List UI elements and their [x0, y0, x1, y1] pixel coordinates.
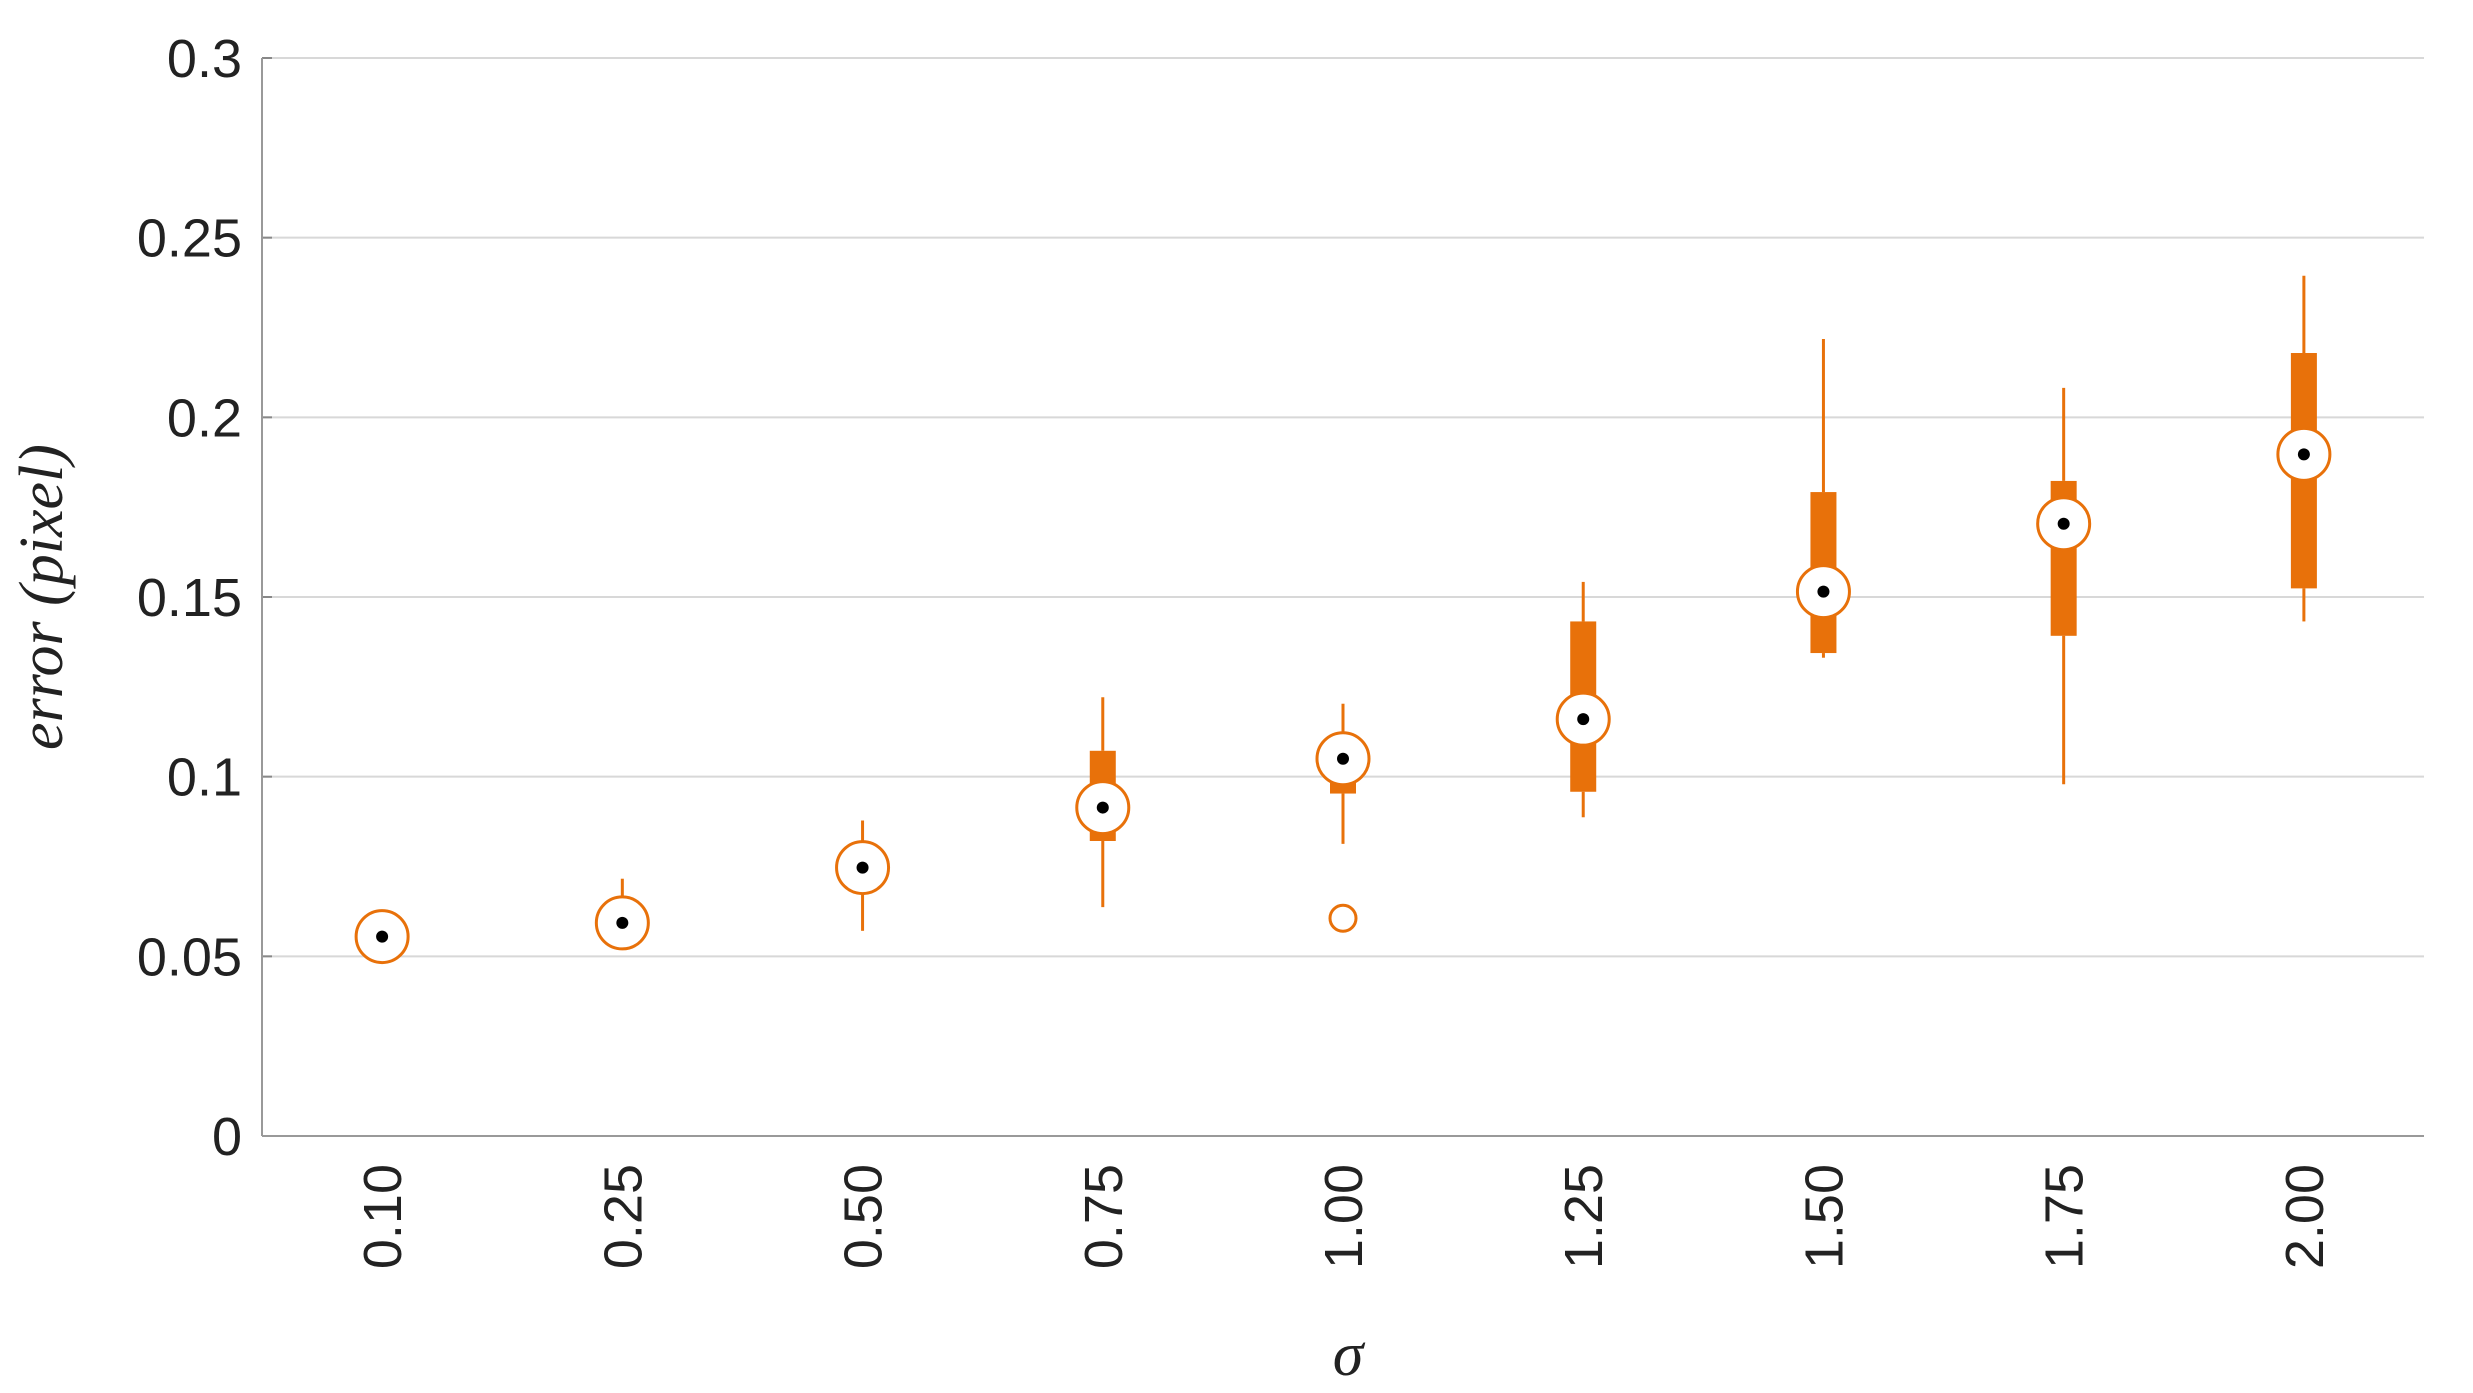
x-tick-label: 0.10: [353, 1164, 413, 1269]
y-tick-label: 0: [212, 1107, 242, 1167]
y-tick-label: 0.05: [137, 927, 242, 987]
median-dot: [1096, 801, 1109, 814]
median-dot: [1817, 585, 1830, 598]
y-tick-label: 0.3: [167, 29, 242, 89]
x-tick-label: 0.75: [1074, 1164, 1134, 1269]
x-tick-label: 1.50: [1794, 1164, 1854, 1269]
median-dot: [856, 861, 869, 874]
x-axis-label: σ: [1333, 1321, 1366, 1389]
x-tick-label: 0.25: [593, 1164, 653, 1269]
y-tick-label: 0.15: [137, 568, 242, 628]
median-dot: [2297, 448, 2310, 461]
x-tick-label: 1.75: [2035, 1164, 2095, 1269]
median-dot: [1337, 752, 1349, 765]
y-tick-label: 0.25: [137, 209, 242, 269]
median-dot: [376, 930, 389, 943]
y-axis-label: error (pixel): [8, 444, 76, 750]
median-dot: [2057, 517, 2070, 530]
y-tick-label: 0.1: [167, 748, 242, 808]
outlier: [1328, 903, 1358, 933]
x-tick-label: 0.50: [834, 1164, 894, 1269]
median-dot: [616, 916, 629, 929]
y-tick-label: 0.2: [167, 388, 242, 448]
x-tick-label: 2.00: [2275, 1164, 2335, 1269]
median-dot: [1577, 713, 1590, 726]
x-tick-label: 1.25: [1554, 1164, 1614, 1269]
x-tick-label: 1.00: [1314, 1164, 1374, 1269]
